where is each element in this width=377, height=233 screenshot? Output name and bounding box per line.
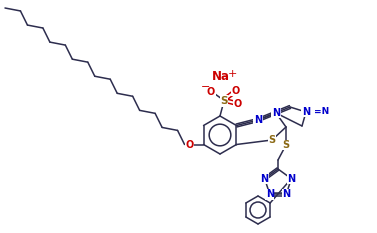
- Text: N: N: [272, 108, 280, 118]
- Text: N: N: [261, 174, 269, 184]
- Text: N: N: [287, 174, 295, 184]
- Text: S: S: [220, 96, 228, 106]
- Text: O: O: [185, 140, 194, 150]
- Text: =N: =N: [314, 106, 329, 116]
- Text: O: O: [234, 99, 242, 109]
- Text: S: S: [268, 135, 276, 145]
- Text: N: N: [254, 115, 262, 125]
- Text: O: O: [232, 86, 240, 96]
- Text: S: S: [282, 140, 290, 150]
- Text: −: −: [201, 82, 211, 92]
- Text: O: O: [207, 87, 215, 97]
- Text: N: N: [266, 189, 274, 199]
- Text: N: N: [282, 189, 290, 199]
- Text: N: N: [302, 107, 310, 117]
- Text: Na: Na: [212, 69, 230, 82]
- Text: +: +: [227, 69, 237, 79]
